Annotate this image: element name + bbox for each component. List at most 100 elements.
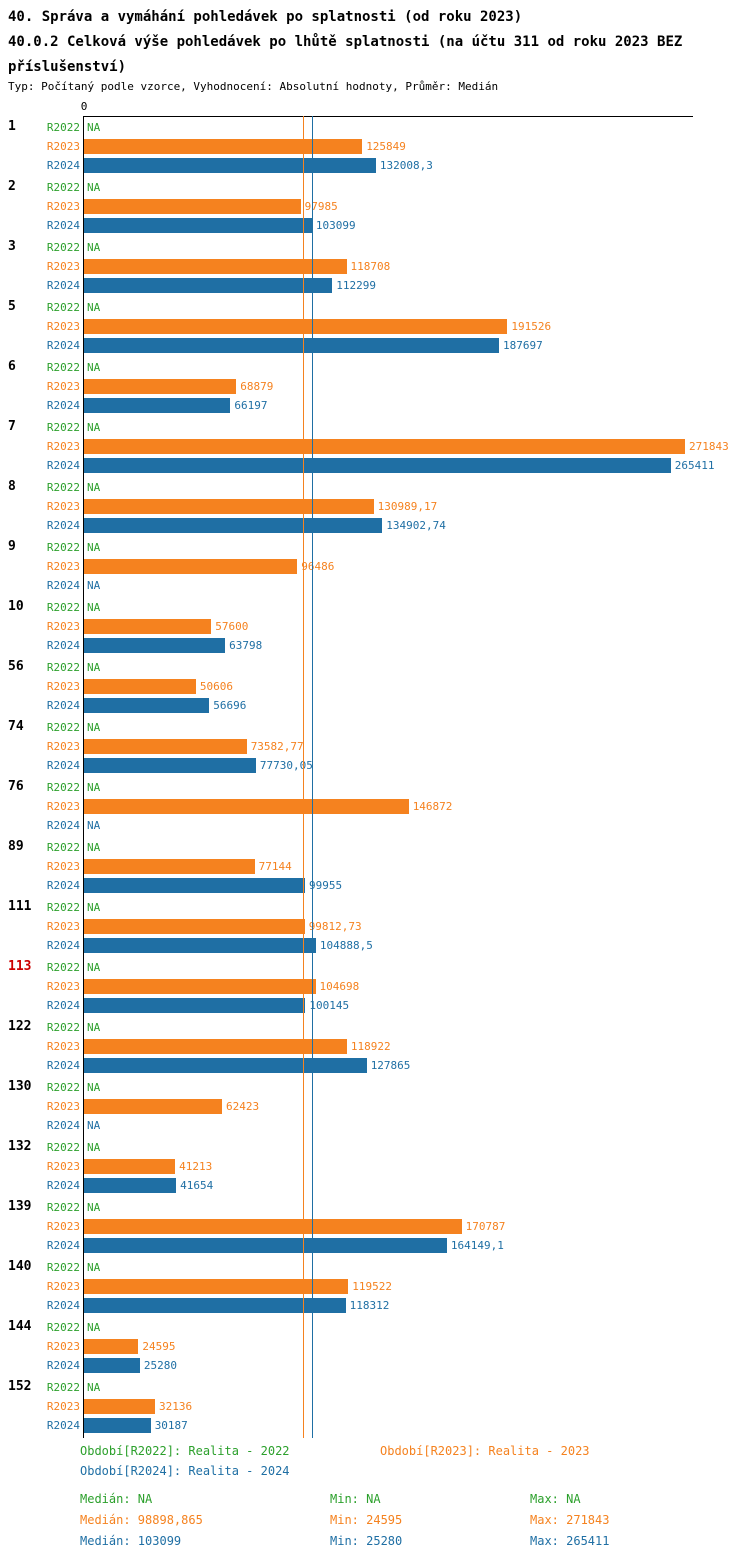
value-label: 99955 bbox=[309, 879, 343, 892]
bar[interactable] bbox=[84, 1039, 347, 1054]
bar-row: 139 R2022 NA bbox=[0, 1198, 750, 1217]
series-label: R2024 bbox=[46, 759, 80, 772]
value-label: NA bbox=[87, 1119, 101, 1132]
value-label: NA bbox=[87, 661, 101, 674]
bar[interactable] bbox=[84, 1358, 140, 1373]
bar-row: R2023 32136 bbox=[0, 1397, 750, 1416]
bar[interactable] bbox=[84, 199, 301, 214]
bar-group: 152 R2022 NA R2023 32136 R2024 30187 bbox=[0, 1378, 750, 1435]
value-label: 125849 bbox=[366, 140, 406, 153]
bar[interactable] bbox=[84, 1219, 462, 1234]
bar[interactable] bbox=[84, 218, 312, 233]
bar[interactable] bbox=[84, 458, 671, 473]
stat-median-r2023: Medián: 98898,865 bbox=[80, 1513, 203, 1527]
series-label: R2023 bbox=[46, 980, 80, 993]
bar[interactable] bbox=[84, 1418, 151, 1433]
value-label: 56696 bbox=[213, 699, 247, 712]
bar[interactable] bbox=[84, 319, 508, 334]
bar[interactable] bbox=[84, 698, 210, 713]
bar[interactable] bbox=[84, 938, 316, 953]
series-label: R2024 bbox=[46, 1119, 80, 1132]
bar-row: R2023 77144 bbox=[0, 857, 750, 876]
value-label: 170787 bbox=[465, 1220, 506, 1233]
bar[interactable] bbox=[84, 1099, 222, 1114]
bar[interactable] bbox=[84, 158, 376, 173]
bar-row: R2023 24595 bbox=[0, 1337, 750, 1356]
series-label: R2024 bbox=[46, 1299, 80, 1312]
stat-max-r2022: Max: NA bbox=[530, 1492, 581, 1506]
bar-row: R2023 62423 bbox=[0, 1097, 750, 1116]
series-label: R2022 bbox=[46, 721, 80, 734]
value-label: 187697 bbox=[503, 339, 543, 352]
group-label: 152 bbox=[8, 1379, 32, 1394]
bar[interactable] bbox=[84, 619, 212, 634]
bar[interactable] bbox=[84, 499, 374, 514]
bar-row: R2023 130989,17 bbox=[0, 497, 750, 516]
series-label: R2024 bbox=[46, 639, 80, 652]
bar[interactable] bbox=[84, 1279, 349, 1294]
legend: Období[R2022]: Realita - 2022 Období[R20… bbox=[0, 1442, 750, 1482]
value-label: NA bbox=[87, 1261, 101, 1274]
bar[interactable] bbox=[84, 139, 363, 154]
plot-area: 1 R2022 NA R2023 125849 R2024 132008,3 2 R2022 NA… bbox=[0, 116, 750, 1438]
bar[interactable] bbox=[84, 559, 298, 574]
value-label: NA bbox=[87, 1081, 101, 1094]
bar[interactable] bbox=[84, 439, 685, 454]
bar[interactable] bbox=[84, 919, 305, 934]
value-label: 191526 bbox=[511, 320, 552, 333]
bar-row: 113 R2022 NA bbox=[0, 958, 750, 977]
bar[interactable] bbox=[84, 518, 383, 533]
bar-groups: 1 R2022 NA R2023 125849 R2024 132008,3 2 R2022 NA… bbox=[0, 118, 750, 1438]
value-label: 271843 bbox=[689, 440, 729, 453]
bar[interactable] bbox=[84, 259, 347, 274]
value-label: 103099 bbox=[315, 219, 356, 232]
bar[interactable] bbox=[84, 1298, 346, 1313]
bar-group: 130 R2022 NA R2023 62423 R2024 NA bbox=[0, 1078, 750, 1135]
value-label: NA bbox=[87, 579, 101, 592]
chart-header: 40. Správa a vymáhání pohledávek po spla… bbox=[0, 0, 750, 94]
bar[interactable] bbox=[84, 1238, 447, 1253]
bar[interactable] bbox=[84, 758, 256, 773]
group-label: 2 bbox=[8, 179, 16, 194]
bar[interactable] bbox=[84, 1159, 176, 1174]
bar-group: 1 R2022 NA R2023 125849 R2024 132008,3 bbox=[0, 118, 750, 175]
stats: Medián: NA Min: NA Max: NA Medián: 98898… bbox=[0, 1490, 750, 1553]
bar[interactable] bbox=[84, 799, 409, 814]
bar-group: 3 R2022 NA R2023 118708 R2024 112299 bbox=[0, 238, 750, 295]
group-label: 1 bbox=[8, 119, 16, 134]
bar[interactable] bbox=[84, 998, 306, 1013]
legend-item-r2022: Období[R2022]: Realita - 2022 bbox=[80, 1444, 290, 1458]
bar[interactable] bbox=[84, 679, 196, 694]
bar[interactable] bbox=[84, 878, 305, 893]
bar[interactable] bbox=[84, 739, 247, 754]
bar-row: R2023 41213 bbox=[0, 1157, 750, 1176]
bar[interactable] bbox=[84, 379, 237, 394]
series-label: R2023 bbox=[46, 200, 80, 213]
bar[interactable] bbox=[84, 979, 316, 994]
bar[interactable] bbox=[84, 338, 499, 353]
bar[interactable] bbox=[84, 638, 226, 653]
series-label: R2024 bbox=[46, 279, 80, 292]
value-label: NA bbox=[87, 301, 101, 314]
bar[interactable] bbox=[84, 1058, 367, 1073]
bar[interactable] bbox=[84, 1339, 139, 1354]
bar-row: R2024 127865 bbox=[0, 1056, 750, 1075]
group-label: 130 bbox=[8, 1079, 32, 1094]
bar[interactable] bbox=[84, 859, 255, 874]
bar[interactable] bbox=[84, 1399, 155, 1414]
bar-row: R2023 125849 bbox=[0, 137, 750, 156]
median-line-r2024 bbox=[311, 116, 313, 1438]
group-label: 76 bbox=[8, 779, 24, 794]
bar-row: R2024 187697 bbox=[0, 336, 750, 355]
bar-row: R2023 146872 bbox=[0, 797, 750, 816]
bar[interactable] bbox=[84, 398, 231, 413]
bar-row: R2023 97985 bbox=[0, 197, 750, 216]
bar-row: 2 R2022 NA bbox=[0, 178, 750, 197]
series-label: R2023 bbox=[46, 560, 80, 573]
bar[interactable] bbox=[84, 1178, 177, 1193]
bar-group: 122 R2022 NA R2023 118922 R2024 127865 bbox=[0, 1018, 750, 1075]
legend-item-r2024: Období[R2024]: Realita - 2024 bbox=[80, 1464, 290, 1478]
bar[interactable] bbox=[84, 278, 333, 293]
bar-row: R2024 77730,05 bbox=[0, 756, 750, 775]
series-label: R2022 bbox=[46, 1381, 80, 1394]
